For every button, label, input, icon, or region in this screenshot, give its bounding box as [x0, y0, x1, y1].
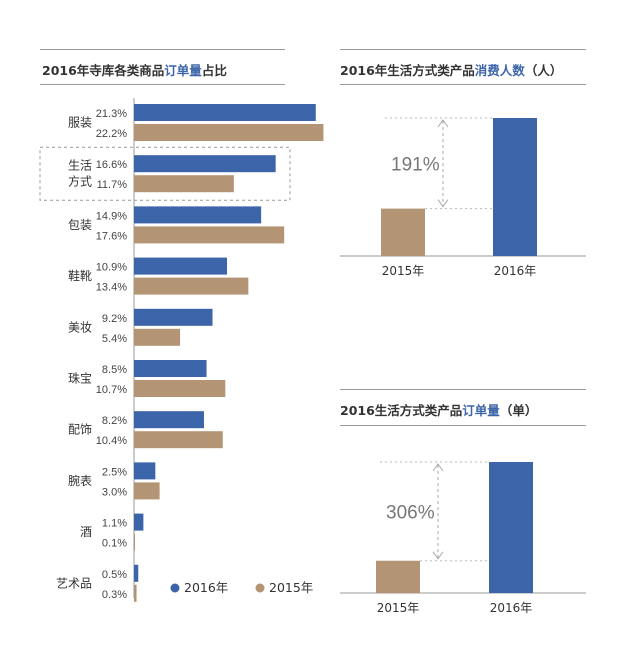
- bar-2016-0: [134, 104, 316, 121]
- value-label-2016-9: 0.5%: [102, 569, 127, 581]
- legend-label-0: 2016年: [184, 580, 228, 595]
- top-right-title-prefix: 2016年生活方式类产品: [340, 63, 475, 78]
- legend-label-1: 2015年: [269, 580, 313, 595]
- bar-2016-5: [134, 360, 207, 377]
- bar-2015-9: [134, 584, 137, 602]
- bottom-right-title-rule: [340, 389, 586, 390]
- value-label-2015-3: 13.4%: [96, 282, 127, 294]
- bar-2015-4: [134, 328, 181, 346]
- consumer-arrow-head-down: [437, 199, 449, 208]
- category-label-1-line0: 生活: [68, 159, 92, 173]
- left-title-underline: [40, 84, 285, 85]
- bar-2016-3: [134, 257, 228, 275]
- category-label-4: 美妆: [68, 320, 92, 334]
- left-chart-title: 2016年寺库各类商品订单量占比: [42, 60, 227, 79]
- consumer-arrow-head-up: [437, 119, 449, 128]
- order-category-label-1: 2016年: [490, 601, 533, 615]
- consumer-bar-1: [493, 118, 537, 256]
- order-volume-chart: 2015年 2016年 306%: [340, 461, 586, 615]
- value-label-2016-6: 8.2%: [102, 415, 127, 427]
- category-label-5: 珠宝: [68, 372, 92, 386]
- bar-2016-6: [134, 411, 204, 429]
- top-right-chart-title: 2016年生活方式类产品消费人数（人）: [340, 60, 562, 79]
- bar-2015-6: [134, 431, 223, 449]
- bar-2015-0: [134, 124, 324, 141]
- value-label-2015-4: 5.4%: [102, 333, 127, 345]
- category-label-6: 配饰: [68, 423, 92, 437]
- order-arrow-head-up: [432, 463, 444, 472]
- bar-2016-9: [134, 564, 139, 582]
- category-label-2: 包装: [68, 218, 92, 232]
- order-category-label-0: 2015年: [377, 601, 420, 615]
- bottom-right-chart-title: 2016生活方式类产品订单量（单）: [340, 400, 537, 419]
- order-bar-1: [489, 462, 533, 593]
- consumer-category-label-0: 2015年: [382, 264, 425, 278]
- bar-2015-2: [134, 226, 285, 244]
- bottom-right-title-suffix: （单）: [499, 403, 538, 418]
- value-label-2015-5: 10.7%: [96, 384, 127, 396]
- top-right-title-suffix: （人）: [524, 63, 563, 78]
- value-label-2015-7: 3.0%: [102, 486, 127, 498]
- value-label-2015-2: 17.6%: [96, 230, 127, 242]
- left-chart-title-prefix: 2016年寺库各类商品: [42, 63, 165, 78]
- bottom-right-title-highlight: 订单量: [462, 403, 500, 418]
- bar-2015-1: [134, 175, 234, 193]
- value-label-2016-4: 9.2%: [102, 313, 127, 325]
- legend-marker-1: [255, 583, 265, 593]
- value-label-2016-2: 14.9%: [96, 210, 127, 222]
- value-label-2015-0: 22.2%: [96, 128, 127, 140]
- consumer-bar-0: [381, 208, 425, 256]
- value-label-2015-6: 10.4%: [96, 435, 127, 447]
- category-label-9: 艺术品: [56, 576, 92, 590]
- bar-2015-8: [134, 533, 135, 551]
- bar-2016-7: [134, 462, 156, 480]
- bottom-right-title-underline: [340, 425, 586, 426]
- category-label-1-line1: 方式: [68, 174, 92, 189]
- legend-marker-0: [170, 583, 180, 593]
- consumer-growth-label: 191%: [391, 154, 440, 175]
- category-order-share-chart: 服装 21.3% 22.2% 生活方式 16.6% 11.7% 包装 14.9% 17.6% 鞋靴…: [39, 98, 324, 602]
- order-arrow-head-down: [432, 551, 444, 560]
- bar-2016-1: [134, 155, 276, 173]
- value-label-2015-1: 11.7%: [97, 179, 128, 191]
- value-label-2016-8: 1.1%: [102, 518, 127, 530]
- left-chart-title-highlight: 订单量: [164, 63, 202, 78]
- category-label-8: 酒: [80, 525, 92, 539]
- value-label-2016-0: 21.3%: [96, 108, 127, 120]
- value-label-2016-1: 16.6%: [96, 159, 127, 171]
- bar-2015-3: [134, 277, 249, 295]
- consumer-category-label-1: 2016年: [494, 264, 537, 278]
- bar-2015-5: [134, 380, 226, 397]
- value-label-2016-7: 2.5%: [102, 466, 127, 478]
- category-label-3: 鞋靴: [68, 268, 92, 283]
- bar-2016-4: [134, 308, 213, 326]
- value-label-2015-8: 0.1%: [102, 538, 127, 550]
- bar-2016-8: [134, 513, 144, 531]
- top-right-title-underline: [340, 84, 586, 85]
- highlight-box-1: [39, 146, 291, 201]
- left-chart-title-suffix: 占比: [201, 63, 227, 78]
- consumer-count-chart: 2015年 2016年 191%: [340, 117, 586, 278]
- top-right-title-rule: [340, 49, 586, 50]
- order-growth-label: 306%: [386, 502, 435, 523]
- bar-2015-7: [134, 482, 160, 500]
- category-label-0: 服装: [68, 116, 92, 130]
- bottom-right-title-prefix: 2016生活方式类产品: [340, 403, 463, 418]
- left-title-rule: [40, 49, 285, 50]
- order-bar-0: [376, 560, 420, 593]
- value-label-2015-9: 0.3%: [102, 589, 127, 601]
- bar-2016-2: [134, 206, 262, 224]
- value-label-2016-5: 8.5%: [102, 364, 127, 376]
- value-label-2016-3: 10.9%: [96, 262, 127, 274]
- category-label-7: 腕表: [68, 473, 92, 488]
- top-right-title-highlight: 消费人数: [474, 63, 525, 78]
